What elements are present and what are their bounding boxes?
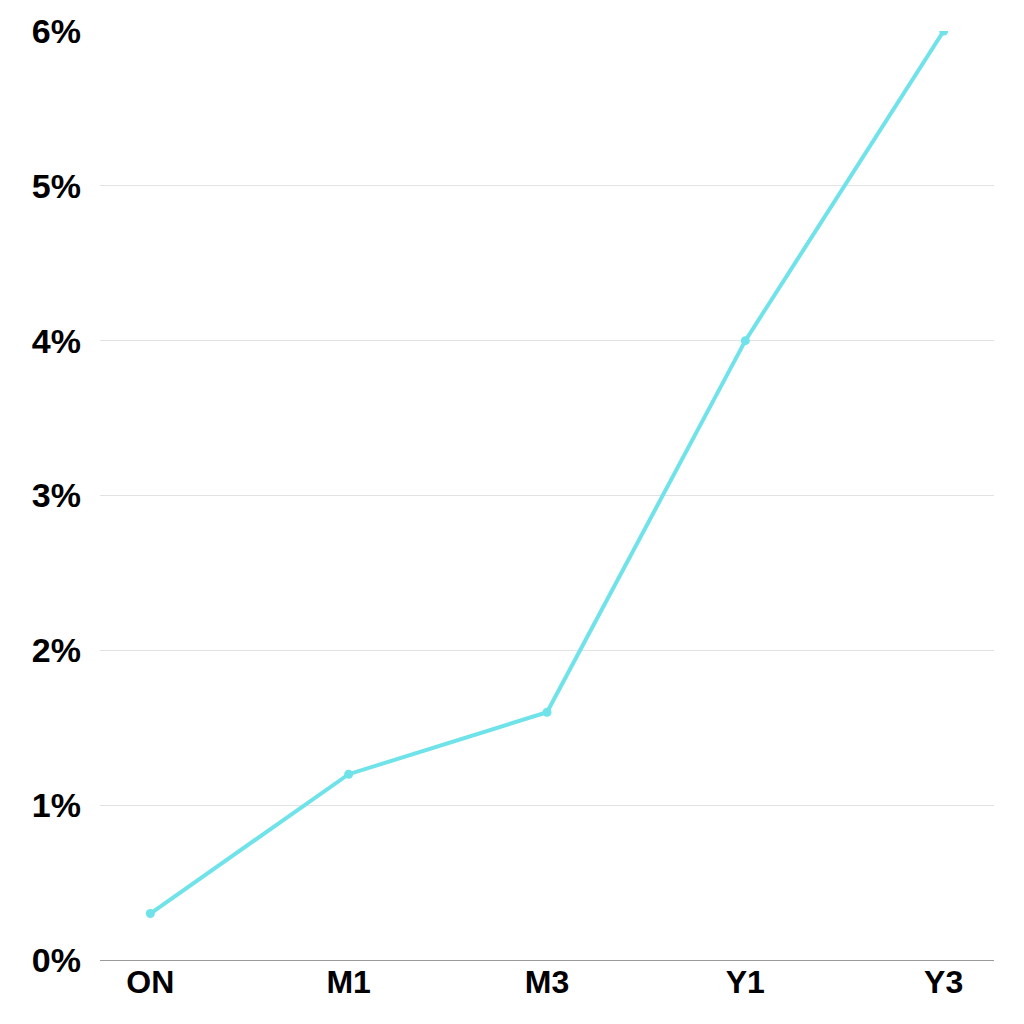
svg-text:Y3: Y3 — [924, 964, 963, 1000]
svg-text:4%: 4% — [32, 322, 81, 360]
svg-text:6%: 6% — [32, 12, 81, 50]
svg-text:ON: ON — [126, 964, 174, 1000]
svg-text:5%: 5% — [32, 167, 81, 205]
svg-text:M3: M3 — [525, 964, 569, 1000]
svg-text:2%: 2% — [32, 631, 81, 669]
svg-text:Y1: Y1 — [726, 964, 765, 1000]
svg-text:1%: 1% — [32, 786, 81, 824]
svg-text:M1: M1 — [326, 964, 370, 1000]
svg-text:3%: 3% — [32, 476, 81, 514]
svg-text:0%: 0% — [32, 941, 81, 979]
